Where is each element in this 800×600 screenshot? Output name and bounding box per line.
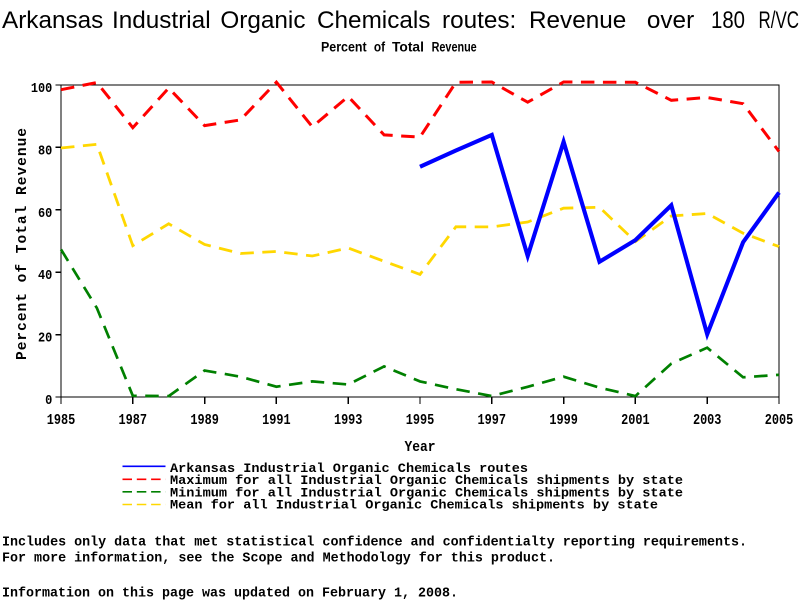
svg-text:Percent of Total Revenue: Percent of Total Revenue [15,128,31,360]
svg-text:100: 100 [31,81,52,97]
svg-text:Maximum for all Industrial Org: Maximum for all Industrial Organic Chemi… [170,473,683,488]
svg-text:1995: 1995 [406,413,435,429]
svg-text:1997: 1997 [478,413,507,429]
svg-text:2005: 2005 [765,413,794,429]
svg-text:1989: 1989 [190,413,219,429]
svg-text:Information on this page was u: Information on this page was updated on … [2,586,458,600]
svg-text:0: 0 [45,393,52,409]
svg-text:40: 40 [38,268,52,284]
svg-text:1993: 1993 [334,413,363,429]
svg-text:2003: 2003 [693,413,722,429]
svg-text:1987: 1987 [119,413,148,429]
svg-text:2001: 2001 [621,413,650,429]
svg-text:Includes only data that met st: Includes only data that met statistical … [2,535,747,551]
svg-text:80: 80 [38,143,52,159]
svg-text:For more information, see the: For more information, see the Scope and … [2,551,555,567]
svg-text:60: 60 [38,206,52,222]
svg-text:Arkansas Industrial Organic Ch: Arkansas Industrial Organic Chemicals ro… [170,461,528,476]
svg-text:1999: 1999 [549,413,578,429]
svg-text:Minimum for all Industrial Org: Minimum for all Industrial Organic Chemi… [170,485,683,500]
svg-text:Mean for all Industrial Organi: Mean for all Industrial Organic Chemical… [170,498,658,513]
svg-text:20: 20 [38,331,52,347]
svg-text:Year: Year [405,440,436,456]
svg-text:1985: 1985 [47,413,76,429]
svg-text:1991: 1991 [262,413,291,429]
